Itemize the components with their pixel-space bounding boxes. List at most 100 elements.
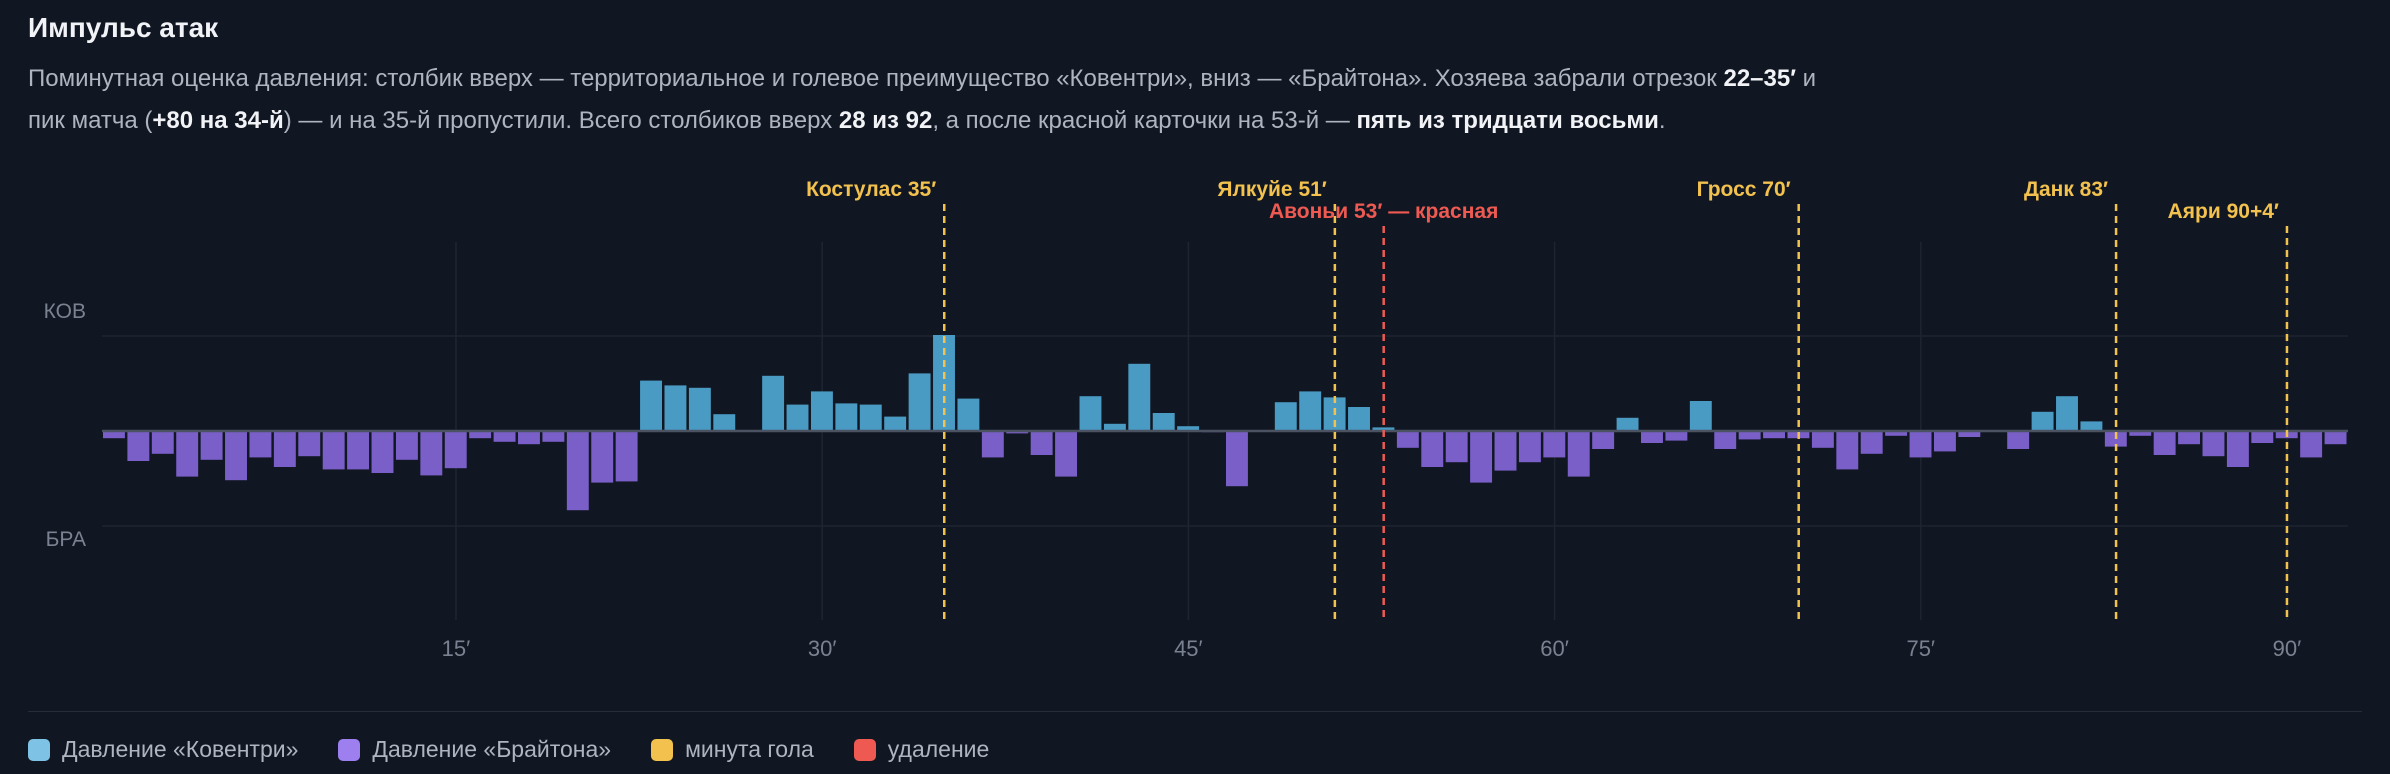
bar-brighton [1836,431,1859,470]
bar-brighton [1518,431,1541,463]
bar-brighton [371,431,394,473]
x-tick-label: 60′ [1540,636,1569,661]
subtitle-bold-1: 22–35′ [1723,65,1796,92]
bar-coventry [713,414,736,431]
bar-brighton [1445,431,1468,463]
bar-brighton [615,431,638,482]
x-tick-label: 75′ [1906,636,1935,661]
subtitle-part-1: Поминутная оценка давления: столбик ввер… [28,65,1724,92]
bar-coventry [1616,417,1639,431]
bar-coventry [884,416,907,431]
goal-label: Костулас 35′ [806,178,936,201]
subtitle-part-2: и пик матча ( [28,65,1817,134]
x-tick-label: 45′ [1174,636,1203,661]
bar-brighton [127,431,150,461]
bar-brighton [1933,431,1956,452]
bar-brighton [1030,431,1053,455]
red-card-label: Авоньи 53′ — красная [1269,200,1498,223]
bar-brighton [1665,431,1688,441]
bar-coventry [810,391,833,431]
bar-brighton [2129,431,2152,436]
subtitle-part-5: . [1658,107,1666,134]
bar-coventry [786,404,809,431]
bar-brighton [1885,431,1908,436]
bar-coventry [1128,363,1151,431]
bar-brighton [420,431,443,476]
legend-divider [28,711,2362,712]
bar-brighton [981,431,1004,458]
bar-brighton [469,431,492,439]
bar-coventry [640,380,662,431]
legend-label-coventry: Давление «Ковентри» [62,736,299,762]
chart-subtitle: Поминутная оценка давления: столбик ввер… [28,58,1858,142]
legend-swatch-coventry [28,738,50,761]
bar-brighton [2153,431,2176,455]
bar-brighton [1641,431,1663,443]
bar-coventry [664,385,687,431]
legend-label-brighton: Давление «Брайтона» [372,736,612,762]
bar-brighton [2007,431,2030,449]
bar-coventry [908,373,931,431]
bar-brighton [200,431,223,460]
legend-item-goal: минута гола [651,736,814,763]
bar-brighton [103,431,125,439]
bar-brighton [518,431,540,445]
legend-label-red-card: удаление [887,736,990,762]
legend: Давление «Ковентри» Давление «Брайтона» … [28,736,989,763]
subtitle-bold-3: 28 из 92 [838,107,933,134]
y-label-top: КОВ [44,300,86,323]
legend-item-brighton: Давление «Брайтона» [338,736,611,763]
bar-brighton [493,431,516,442]
bar-coventry [1689,401,1712,431]
y-label-bottom: БРА [46,528,86,551]
bar-brighton [273,431,296,467]
bar-brighton [151,431,174,454]
legend-label-goal: минута гола [685,736,814,762]
bar-brighton [347,431,370,470]
bar-coventry [1103,423,1126,431]
bar-brighton [2300,431,2323,458]
bar-brighton [1396,431,1419,448]
bar-coventry [688,387,711,431]
bar-brighton [1958,431,1981,437]
bar-coventry [1079,396,1102,431]
page-title: Импульс атак [28,12,219,43]
goal-label: Гросс 70′ [1697,178,1791,201]
bar-coventry [1274,402,1297,431]
bar-coventry [2031,411,2054,431]
x-tick-label: 15′ [442,636,471,661]
x-tick-label: 90′ [2273,636,2302,661]
subtitle-bold-2: +80 на 34-й [152,107,284,134]
bar-brighton [1714,431,1737,449]
bar-brighton [1738,431,1761,440]
bar-coventry [1372,427,1395,431]
bar-coventry [933,335,955,431]
bar-brighton [2202,431,2225,457]
bar-coventry [762,375,785,431]
bar-coventry [957,398,980,431]
bar-brighton [1494,431,1517,471]
legend-item-red-card: удаление [853,736,990,763]
legend-swatch-goal [651,738,674,761]
bar-brighton [1543,431,1566,458]
bar-brighton [2226,431,2249,467]
bar-brighton [1592,431,1615,449]
bar-brighton [1055,431,1078,477]
bar-brighton [2324,431,2347,445]
goal-label: Ялкуйе 51′ [1217,178,1326,201]
bar-brighton [249,431,272,458]
bar-brighton [1567,431,1590,477]
bar-brighton [566,431,589,511]
subtitle-bold-4: пять из тридцати восьми [1356,107,1659,134]
bar-coventry [2080,421,2103,431]
bar-brighton [176,431,199,477]
bar-coventry [1152,413,1175,431]
bar-brighton [1811,431,1834,448]
bar-brighton [2178,431,2201,445]
subtitle-part-4: , а после красной карточки на 53-й — [932,107,1357,134]
bar-brighton [322,431,345,470]
bar-brighton [1763,431,1785,439]
bar-brighton [1470,431,1493,483]
bar-brighton [225,431,247,481]
momentum-chart: 15′ 30′ 45′ 60′ 75′ 90′ КОВ БРА Костулас 35′ Ялку… [44,178,2348,661]
